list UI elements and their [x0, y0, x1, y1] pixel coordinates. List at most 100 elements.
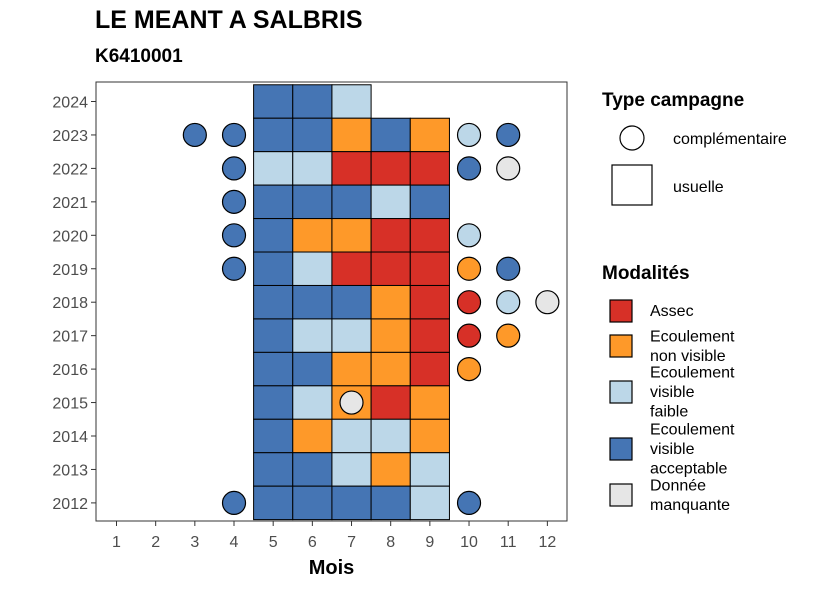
tile-2014-m8 [370, 418, 411, 454]
tile-2023-m6 [292, 117, 333, 153]
tile-2016-m7 [331, 351, 372, 387]
tile-2012-m6 [292, 485, 333, 521]
marker-2019-m11 [496, 256, 521, 281]
tile-2022-m8 [370, 151, 411, 186]
tile-2014-m7 [331, 418, 372, 454]
x-tick-label: 2 [151, 534, 160, 551]
tile-2015-m8 [370, 385, 411, 420]
tile-2016-m5 [253, 351, 294, 387]
marker-2019-m4 [221, 256, 247, 281]
marker-2017-m11 [496, 323, 521, 348]
tile-2017-m7 [331, 318, 372, 353]
y-tick-label: 2017 [52, 329, 88, 346]
x-tick-label: 4 [230, 534, 239, 551]
tile-2020-m5 [253, 218, 294, 253]
tile-2012-m7 [331, 485, 372, 521]
marker-2023-m10 [456, 122, 482, 148]
plot-panel-border [95, 81, 568, 522]
chart-title: LE MEANT A SALBRIS [95, 6, 363, 34]
x-axis: 1 2 3 4 5 6 7 8 9 10 11 12 [112, 521, 556, 551]
legend-label-nonvis: Ecoulement non visible [650, 328, 735, 365]
tile-2020-m9 [409, 218, 450, 253]
marker-2012-m4 [221, 490, 247, 515]
x-tick-label: 6 [308, 534, 317, 551]
tile-2015-m9 [409, 385, 450, 420]
y-tick-label: 2015 [52, 396, 88, 413]
marker-2018-m11 [496, 290, 521, 315]
tile-2013-m5 [253, 452, 294, 487]
tile-2012-m8 [370, 485, 411, 521]
tile-2018-m6 [292, 284, 333, 320]
tile-2021-m5 [253, 184, 294, 220]
y-tick-label: 2019 [52, 262, 88, 279]
tile-2018-m7 [331, 284, 372, 320]
legend-key-accept [609, 437, 633, 461]
tile-2022-m7 [331, 151, 372, 186]
tile-2022-m5 [253, 151, 294, 186]
marker-2023-m4 [221, 122, 247, 148]
tile-2024-m5 [253, 84, 294, 119]
legend-complementaire-label: complémentaire [673, 131, 787, 148]
legend-label-manq: Donnée manquante [650, 477, 730, 514]
chart-subtitle: K6410001 [95, 46, 183, 67]
tile-2023-m8 [370, 117, 411, 153]
tile-2022-m9 [409, 151, 450, 186]
tile-2024-m7 [331, 84, 372, 119]
y-tick-label: 2013 [52, 462, 88, 479]
tile-2018-m8 [370, 284, 411, 320]
y-tick-label: 2018 [52, 295, 88, 312]
legend-square-key [611, 164, 653, 206]
marker-2022-m11 [496, 156, 521, 181]
x-axis-label: Mois [309, 557, 355, 579]
y-axis: 2024 2023 2022 2021 2020 2019 2018 2017 2016 2015… [52, 95, 96, 513]
tile-2019-m5 [253, 251, 294, 286]
y-tick-label: 2022 [52, 161, 88, 178]
marker-2020-m10 [456, 223, 482, 248]
legend-modalites-title: Modalités [602, 263, 690, 284]
marker-2020-m4 [221, 223, 247, 248]
legend-key-assec [609, 299, 633, 323]
y-tick-label: 2014 [52, 429, 88, 446]
tile-2019-m6 [292, 251, 333, 286]
x-tick-label: 7 [347, 534, 356, 551]
marker-2018-m10 [456, 290, 482, 315]
legend-usuelle-label: usuelle [673, 179, 724, 196]
tile-2017-m5 [253, 318, 294, 353]
tile-2012-m9 [409, 485, 450, 521]
marker-2023-m11 [496, 122, 521, 148]
tile-2019-m9 [409, 251, 450, 286]
y-tick-label: 2020 [52, 228, 88, 245]
tile-2017-m9 [409, 318, 450, 353]
y-tick-label: 2016 [52, 362, 88, 379]
marker-2016-m10 [456, 357, 482, 382]
marker-2023-m3 [182, 122, 207, 148]
x-tick-label: 8 [386, 534, 395, 551]
x-tick-label: 1 [112, 534, 121, 551]
tile-2014-m6 [292, 418, 333, 454]
marker-2022-m10 [456, 156, 482, 181]
tile-2014-m5 [253, 418, 294, 454]
tile-2019-m8 [370, 251, 411, 286]
tile-2013-m8 [370, 452, 411, 487]
tile-2012-m5 [253, 485, 294, 521]
legend-type-title: Type campagne [602, 90, 744, 111]
tile-2020-m6 [292, 218, 333, 253]
tile-2022-m6 [292, 151, 333, 186]
tile-2015-m5 [253, 385, 294, 420]
marker-2018-m12 [535, 290, 560, 315]
legend-key-nonvis [609, 334, 633, 358]
legend-label-assec: Assec [650, 303, 694, 320]
tile-2019-m7 [331, 251, 372, 286]
tile-2021-m7 [331, 184, 372, 220]
marker-2021-m4 [221, 189, 247, 214]
legend-label-faible: Ecoulement visible faible [650, 365, 735, 421]
x-tick-label: 12 [538, 534, 556, 551]
tile-2013-m9 [409, 452, 450, 487]
marker-2017-m10 [456, 323, 482, 348]
y-tick-label: 2021 [52, 195, 88, 212]
tile-2023-m5 [253, 117, 294, 153]
tile-2013-m6 [292, 452, 333, 487]
tile-2016-m6 [292, 351, 333, 387]
tile-2023-m9 [409, 117, 450, 153]
